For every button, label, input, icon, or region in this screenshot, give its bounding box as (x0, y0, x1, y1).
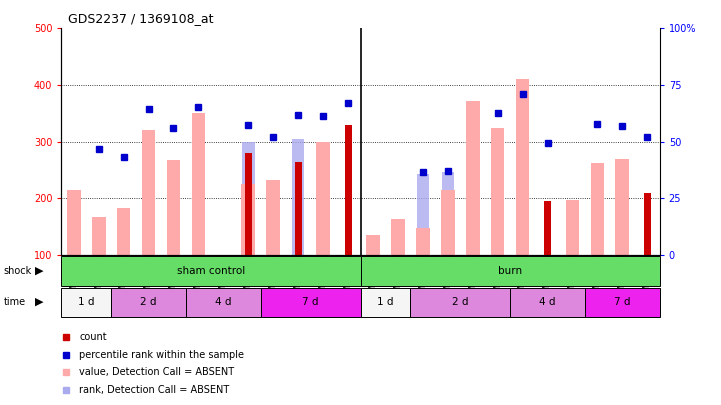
Bar (142, 130, 156, 255)
Bar (61, 256, 360, 286)
Bar (585, 288, 660, 317)
Bar (345, 125, 352, 255)
Bar (245, 153, 252, 255)
Text: time: time (4, 297, 26, 307)
Text: 1 d: 1 d (377, 297, 394, 307)
Text: 2 d: 2 d (141, 297, 156, 307)
Bar (510, 288, 585, 317)
Bar (192, 113, 205, 255)
Text: 4 d: 4 d (539, 297, 556, 307)
Bar (292, 139, 304, 255)
Bar (242, 184, 255, 255)
Bar (644, 193, 651, 255)
Text: sham control: sham control (177, 266, 245, 276)
Bar (590, 163, 604, 255)
Bar (366, 235, 380, 255)
Text: GDS2237 / 1369108_at: GDS2237 / 1369108_at (68, 12, 214, 25)
Bar (186, 288, 261, 317)
Text: 7 d: 7 d (614, 297, 631, 307)
Text: burn: burn (498, 266, 522, 276)
Bar (516, 79, 529, 255)
Text: 1 d: 1 d (78, 297, 94, 307)
Bar (417, 174, 429, 255)
Bar (360, 256, 660, 286)
Bar (416, 228, 430, 255)
Text: 4 d: 4 d (215, 297, 231, 307)
Text: ▶: ▶ (35, 297, 43, 307)
Bar (491, 128, 505, 255)
Bar (167, 160, 180, 255)
Bar (410, 288, 510, 317)
Bar (242, 142, 255, 255)
Bar (544, 201, 551, 255)
Bar (92, 217, 105, 255)
Text: percentile rank within the sample: percentile rank within the sample (79, 350, 244, 360)
Text: 7 d: 7 d (302, 297, 319, 307)
Bar (616, 159, 629, 255)
Bar (61, 288, 111, 317)
Bar (295, 162, 301, 255)
Bar (391, 220, 404, 255)
Text: 2 d: 2 d (452, 297, 469, 307)
Bar (565, 200, 579, 255)
Text: count: count (79, 332, 107, 342)
Bar (466, 101, 479, 255)
Text: rank, Detection Call = ABSENT: rank, Detection Call = ABSENT (79, 385, 229, 394)
Bar (441, 190, 455, 255)
Bar (111, 288, 186, 317)
Bar (67, 190, 81, 255)
Text: ▶: ▶ (35, 266, 43, 276)
Bar (117, 208, 131, 255)
Bar (360, 288, 410, 317)
Text: value, Detection Call = ABSENT: value, Detection Call = ABSENT (79, 367, 234, 377)
Text: shock: shock (4, 266, 32, 276)
Bar (261, 288, 360, 317)
Bar (441, 173, 454, 255)
Bar (266, 180, 280, 255)
Bar (317, 142, 330, 255)
